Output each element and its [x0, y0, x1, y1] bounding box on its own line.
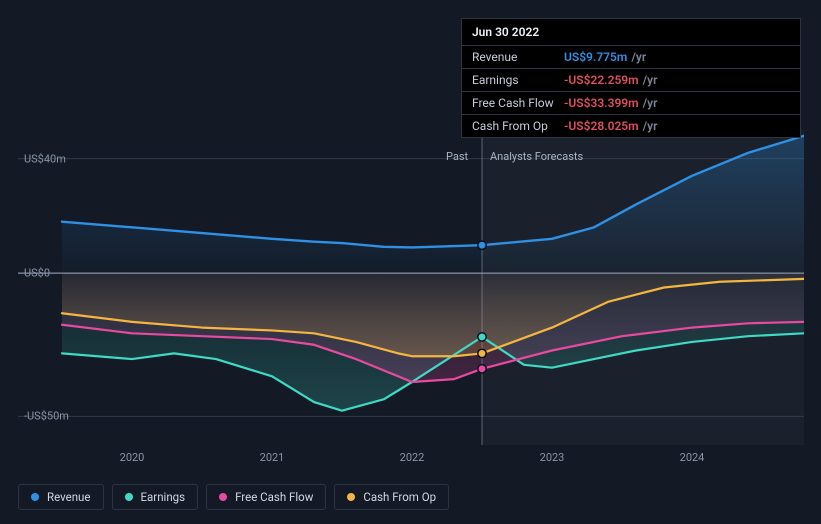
x-axis-label: 2024 — [680, 451, 705, 464]
y-axis-label: US$40m — [24, 152, 66, 165]
hover-tooltip: Jun 30 2022 RevenueUS$9.775m/yrEarnings-… — [461, 18, 801, 138]
tooltip-metric-label: Cash From Op — [472, 119, 564, 133]
tooltip-metric-unit: /yr — [643, 73, 658, 87]
tooltip-metric-unit: /yr — [643, 96, 658, 110]
tooltip-metric-unit: /yr — [631, 50, 646, 64]
legend-swatch — [219, 493, 227, 501]
tooltip-metric-label: Free Cash Flow — [472, 96, 564, 110]
legend: Revenue Earnings Free Cash Flow Cash From O… — [18, 484, 449, 510]
legend-item-fcf[interactable]: Free Cash Flow — [206, 484, 326, 510]
legend-swatch — [31, 493, 39, 501]
x-axis-label: 2022 — [400, 451, 425, 464]
y-axis-label: US$0 — [24, 267, 50, 280]
tooltip-metric-unit: /yr — [643, 119, 658, 133]
tooltip-row: RevenueUS$9.775m/yr — [462, 46, 800, 69]
legend-item-cfo[interactable]: Cash From Op — [334, 484, 449, 510]
legend-label: Cash From Op — [363, 490, 436, 504]
x-axis-label: 2023 — [540, 451, 565, 464]
tooltip-row: Earnings-US$22.259m/yr — [462, 69, 800, 92]
legend-swatch — [347, 493, 355, 501]
legend-item-revenue[interactable]: Revenue — [18, 484, 104, 510]
legend-label: Free Cash Flow — [235, 490, 313, 504]
y-axis-label: -US$50m — [24, 410, 69, 423]
legend-swatch — [125, 493, 133, 501]
legend-item-earnings[interactable]: Earnings — [112, 484, 199, 510]
past-label: Past — [446, 150, 468, 163]
legend-label: Revenue — [47, 490, 91, 504]
tooltip-metric-value: -US$33.399m/yr — [564, 96, 790, 110]
tooltip-row: Free Cash Flow-US$33.399m/yr — [462, 92, 800, 115]
tooltip-metric-label: Revenue — [472, 50, 564, 64]
x-axis-label: 2020 — [120, 451, 145, 464]
legend-label: Earnings — [141, 490, 186, 504]
tooltip-metric-value: -US$22.259m/yr — [564, 73, 790, 87]
forecast-label: Analysts Forecasts — [490, 150, 583, 163]
tooltip-metric-value: -US$28.025m/yr — [564, 119, 790, 133]
tooltip-metric-label: Earnings — [472, 73, 564, 87]
x-axis-label: 2021 — [260, 451, 285, 464]
tooltip-date: Jun 30 2022 — [462, 19, 800, 46]
tooltip-metric-value: US$9.775m/yr — [564, 50, 790, 64]
tooltip-row: Cash From Op-US$28.025m/yr — [462, 115, 800, 137]
